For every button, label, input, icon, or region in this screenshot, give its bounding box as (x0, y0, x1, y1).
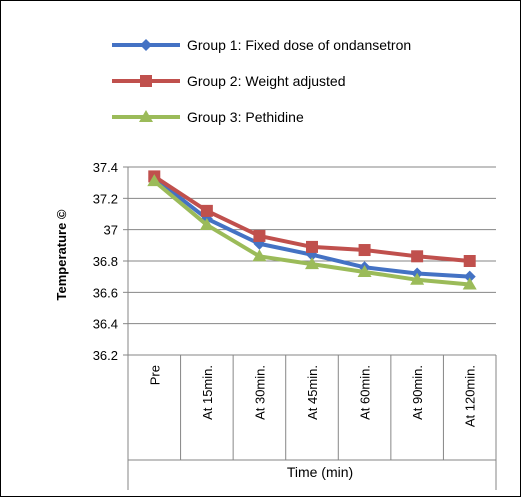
data-point (358, 244, 371, 257)
x-tick-label: At 15min. (200, 365, 215, 420)
data-point (357, 264, 372, 277)
data-point (306, 240, 318, 253)
data-point (411, 250, 424, 263)
legend-marker (140, 75, 152, 87)
data-point (253, 229, 266, 242)
legend: Group 1: Fixed dose of ondansetron Group … (112, 37, 411, 125)
y-tick-label: 37 (104, 223, 118, 238)
data-point (147, 174, 162, 187)
x-tick-label: At 45min. (305, 365, 320, 420)
data-point (200, 204, 213, 217)
x-tick-label: Pre (147, 365, 162, 385)
x-tick-label: At 90min. (410, 365, 425, 420)
y-tick-label: 37.2 (93, 191, 118, 206)
data-point (463, 270, 476, 283)
y-tick-label: 36.8 (93, 254, 118, 269)
data-point (462, 277, 477, 290)
y-axis-label: Temperature © (54, 209, 69, 300)
data-point (463, 255, 476, 267)
legend-marker (139, 110, 153, 122)
x-axis-label: Time (min) (287, 464, 353, 480)
legend-entry-label: Group 1: Fixed dose of ondansetron (187, 37, 411, 53)
y-tick-labels: 37.4 37.2 37 36.8 36.6 36.4 36.2 (93, 160, 128, 363)
data-point (199, 217, 214, 230)
legend-entry-label: Group 3: Pethidine (187, 109, 304, 125)
y-tick-label: 36.6 (93, 285, 118, 300)
series-group (147, 174, 477, 290)
series-lines (147, 170, 477, 290)
data-point (410, 272, 425, 285)
x-tick-label: At 30min. (252, 365, 267, 420)
legend-entry-label: Group 2: Weight adjusted (187, 73, 346, 89)
series-group (148, 170, 476, 267)
y-tick-label: 36.2 (93, 348, 118, 363)
x-tick-label: At 60min. (358, 365, 373, 420)
data-point (252, 249, 267, 262)
axes (127, 167, 497, 490)
x-tick-labels: Pre At 15min. At 30min. At 45min. At 60min. A… (147, 365, 477, 427)
data-point (305, 257, 319, 270)
x-tick-label: At 120min. (463, 365, 478, 427)
y-tick-label: 36.4 (93, 317, 118, 332)
legend-marker (140, 39, 152, 51)
y-tick-label: 37.4 (93, 160, 118, 175)
